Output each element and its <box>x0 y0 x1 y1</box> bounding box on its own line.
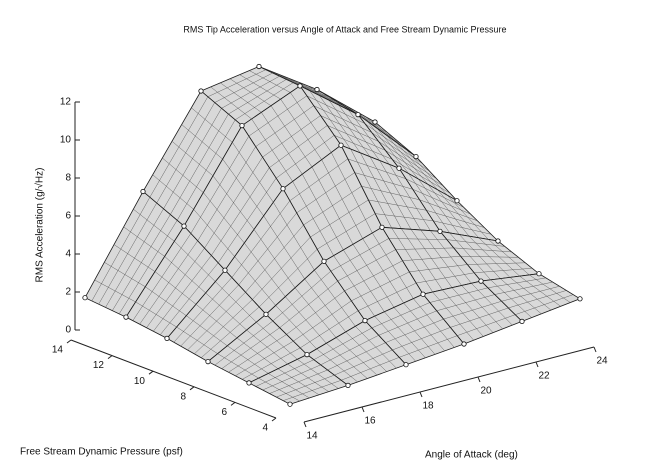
data-point <box>345 382 351 388</box>
x-tick-label: 14 <box>306 431 318 442</box>
data-point <box>181 223 187 229</box>
mesh-line <box>306 95 365 124</box>
x-axis <box>303 346 595 423</box>
data-point <box>478 278 484 284</box>
mesh-line <box>149 96 209 198</box>
x-tick <box>477 376 481 383</box>
x-tick-label: 18 <box>422 401 434 412</box>
mesh-line <box>255 359 314 387</box>
data-point <box>437 228 443 234</box>
data-point <box>396 165 402 171</box>
z-tick-label: 6 <box>65 211 71 222</box>
x-tick <box>535 361 539 368</box>
mesh-line <box>347 158 406 179</box>
y-tick <box>189 386 195 391</box>
y-axis <box>70 339 277 419</box>
data-point <box>420 291 426 297</box>
data-point <box>140 188 146 195</box>
data-point <box>82 295 88 301</box>
data-point <box>372 119 378 125</box>
z-tick-label: 4 <box>65 249 71 260</box>
y-tick-label: 10 <box>134 376 146 387</box>
data-point <box>287 401 293 407</box>
y-tick <box>148 370 154 375</box>
data-point <box>123 314 129 320</box>
x-tick <box>419 391 423 398</box>
y-tick <box>66 339 72 344</box>
data-point <box>222 267 228 273</box>
data-point <box>577 296 583 302</box>
mesh-line <box>214 320 273 366</box>
data-point <box>355 112 361 118</box>
data-point <box>379 224 385 230</box>
data-point <box>362 317 368 324</box>
mesh-line <box>173 277 232 343</box>
y-tick <box>107 355 113 360</box>
y-tick-label: 4 <box>262 423 268 434</box>
data-point <box>256 63 262 70</box>
data-point <box>338 142 344 148</box>
y-tick <box>271 417 277 422</box>
data-point <box>246 380 252 386</box>
mesh-line <box>91 197 151 302</box>
mesh-line <box>132 233 191 321</box>
mesh-line <box>429 287 488 303</box>
data-point <box>495 238 501 244</box>
y-tick-label: 14 <box>52 345 64 356</box>
data-point <box>321 258 327 264</box>
data-point <box>263 311 269 317</box>
mesh-line <box>405 178 464 208</box>
mesh-line <box>248 95 307 137</box>
chart-title: RMS Tip Acceleration versus Angle of Att… <box>183 24 506 34</box>
mesh-line <box>265 69 324 94</box>
mesh-line <box>231 200 290 278</box>
x-tick <box>303 421 307 428</box>
data-point <box>314 86 320 93</box>
x-tick-label: 16 <box>364 416 376 427</box>
mesh-line <box>313 327 372 360</box>
y-tick-label: 12 <box>93 360 105 371</box>
mesh-line <box>446 239 505 247</box>
mesh-line <box>371 302 430 329</box>
data-point <box>297 83 303 89</box>
mesh-line <box>388 238 447 240</box>
y-tick <box>230 401 236 406</box>
x-tick <box>593 346 597 353</box>
z-axis-label: RMS Acceleration (g/√Hz) <box>34 168 46 283</box>
mesh-line <box>190 136 250 234</box>
data-point <box>205 358 211 365</box>
z-tick-label: 10 <box>60 135 72 146</box>
data-point <box>280 186 286 192</box>
mesh-line <box>207 69 266 97</box>
y-axis-label: Free Stream Dynamic Pressure (psf) <box>20 447 183 458</box>
data-point <box>164 335 170 341</box>
mesh-line <box>289 158 348 201</box>
data-point <box>519 318 525 324</box>
data-point <box>413 154 419 160</box>
mesh-line <box>364 123 423 165</box>
y-tick-label: 6 <box>221 407 227 418</box>
z-tick-label: 8 <box>65 173 71 184</box>
z-tick-label: 2 <box>65 287 71 298</box>
mesh-line <box>487 277 546 289</box>
data-point <box>304 351 310 358</box>
data-point <box>536 271 542 277</box>
x-tick <box>361 406 365 413</box>
data-point <box>454 198 460 204</box>
x-tick-label: 22 <box>538 371 550 382</box>
data-point <box>461 341 467 347</box>
data-point <box>403 362 409 368</box>
z-tick-label: 0 <box>65 325 71 336</box>
mesh-line <box>330 238 389 272</box>
data-point <box>239 123 245 129</box>
y-tick-label: 8 <box>180 391 186 402</box>
x-tick-label: 20 <box>480 386 492 397</box>
z-tick-label: 12 <box>60 97 72 108</box>
mesh-line <box>272 271 331 322</box>
data-point <box>198 88 204 94</box>
x-axis-label: Angle of Attack (deg) <box>425 450 518 461</box>
x-tick-label: 24 <box>596 356 608 367</box>
